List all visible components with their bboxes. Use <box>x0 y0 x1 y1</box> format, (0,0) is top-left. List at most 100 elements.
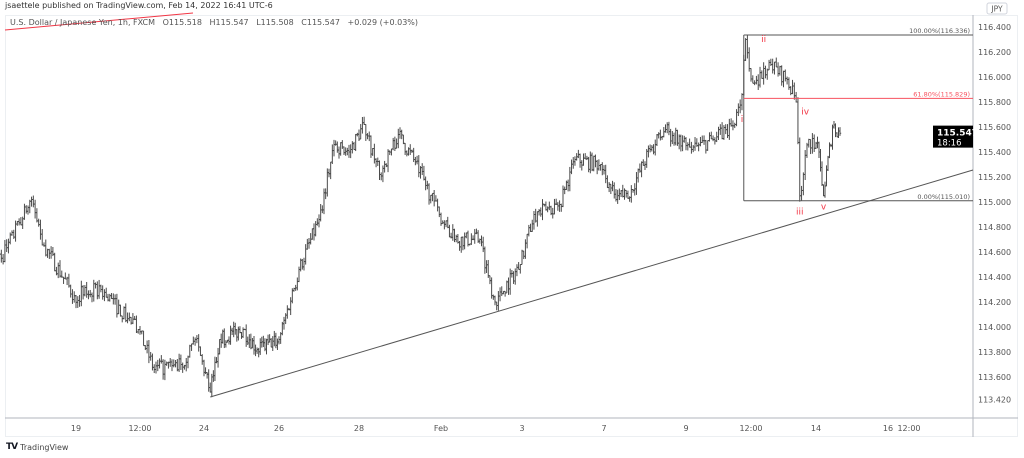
ohlc-bar <box>145 340 149 354</box>
ohlc-bar <box>733 122 736 129</box>
ohlc-bar <box>659 129 662 141</box>
ohlc-bar <box>758 66 762 88</box>
ohlc-bar <box>621 184 624 198</box>
price-tick-label: 115.400 <box>978 148 1011 157</box>
ohlc-bar <box>352 141 356 151</box>
footer-brand[interactable]: TV TradingView <box>6 442 68 452</box>
ohlc-bar <box>432 189 436 207</box>
ohlc-bar <box>751 75 755 84</box>
ohlc-bar <box>64 272 67 280</box>
ohlc-bar <box>193 337 197 346</box>
ohlc-low: L115.508 <box>256 18 294 27</box>
ohlc-bar <box>590 152 594 172</box>
ohlc-bar <box>58 260 62 278</box>
ohlc-bar <box>76 296 79 308</box>
fib-level-label: 61.80%(115.829) <box>913 90 970 98</box>
ohlc-bar <box>592 155 595 172</box>
time-tick-label: 26 <box>274 424 284 433</box>
ohlc-bar <box>177 353 181 372</box>
ohlc-bar <box>582 153 585 166</box>
ohlc-bar <box>378 160 381 181</box>
ohlc-bar <box>560 203 563 212</box>
ohlc-bar <box>607 182 611 193</box>
time-tick-label: 7 <box>601 424 606 433</box>
ohlc-bar <box>631 189 635 193</box>
ohlc-bar <box>667 121 671 136</box>
ohlc-bar <box>274 332 278 349</box>
price-tick-label: 114.400 <box>978 273 1011 282</box>
ohlc-bar <box>807 138 810 148</box>
time-tick-label: 3 <box>519 424 524 433</box>
ohlc-bar <box>811 133 814 154</box>
ohlc-bar <box>826 155 830 171</box>
ohlc-bar <box>483 246 487 274</box>
ohlc-bar <box>618 188 621 201</box>
ohlc-bar <box>32 195 35 208</box>
ohlc-bar <box>97 279 101 299</box>
ohlc-bar <box>90 292 94 303</box>
ohlc-bar <box>307 238 311 249</box>
ohlc-bar <box>69 284 72 298</box>
ohlc-bar <box>265 338 268 355</box>
chart-frame <box>5 15 1018 437</box>
ohlc-bar <box>657 132 660 139</box>
ohlc-bar <box>760 70 764 79</box>
ohlc-bar <box>135 315 138 334</box>
ohlc-bar <box>269 338 273 348</box>
trendline <box>210 169 974 398</box>
ohlc-bar <box>613 182 616 199</box>
ohlc-bar <box>240 332 243 339</box>
ohlc-bar <box>537 209 541 216</box>
ohlc-bar <box>342 146 346 155</box>
ohlc-change: +0.029 (+0.03%) <box>347 18 419 27</box>
ohlc-bar <box>497 291 500 311</box>
ohlc-bar <box>764 65 767 79</box>
ohlc-bar <box>390 148 393 156</box>
ohlc-bar <box>373 143 376 164</box>
ohlc-bar <box>359 124 362 140</box>
ohlc-bar <box>461 236 465 251</box>
ohlc-bar <box>244 324 248 347</box>
ohlc-bar <box>414 156 417 166</box>
ohlc-bar <box>746 35 749 59</box>
ohlc-bar <box>188 344 191 358</box>
ohlc-bar <box>237 326 240 341</box>
ohlc-bar <box>706 140 709 151</box>
ohlc-bar <box>393 136 397 151</box>
ohlc-bar <box>282 316 286 330</box>
tradingview-logo-icon: TV <box>6 442 18 452</box>
ohlc-bar <box>218 339 221 355</box>
ohlc-bar <box>154 361 158 374</box>
ohlc-bar <box>684 137 688 151</box>
ohlc-bar <box>266 334 270 346</box>
ohlc-bar <box>324 188 327 200</box>
ohlc-bar <box>262 335 265 348</box>
ohlc-bar <box>161 359 165 380</box>
ohlc-bar <box>728 118 731 140</box>
ohlc-bar <box>541 199 544 221</box>
ohlc-bar <box>314 221 317 237</box>
ohlc-bar <box>448 224 451 238</box>
ohlc-bar <box>101 285 104 300</box>
last-price-badge <box>933 125 973 148</box>
ohlc-bar <box>329 161 332 180</box>
ohlc-bar <box>142 330 145 347</box>
ohlc-bar <box>341 140 344 149</box>
ohlc-bar <box>364 124 368 141</box>
ohlc-bar <box>327 168 331 178</box>
ohlc-bar <box>584 153 587 160</box>
ohlc-bar <box>809 139 812 155</box>
ohlc-bar <box>785 76 789 85</box>
ohlc-bar <box>546 206 549 213</box>
ohlc-bar <box>737 103 740 117</box>
ohlc-bar <box>296 277 299 291</box>
ohlc-bar <box>35 208 39 223</box>
ohlc-bar <box>185 357 188 372</box>
ohlc-bar <box>39 219 42 240</box>
ohlc-bar <box>113 294 117 305</box>
ohlc-bar <box>234 322 237 335</box>
ohlc-bar <box>33 199 37 219</box>
ohlc-bar <box>103 289 106 302</box>
ohlc-bar <box>289 297 292 316</box>
